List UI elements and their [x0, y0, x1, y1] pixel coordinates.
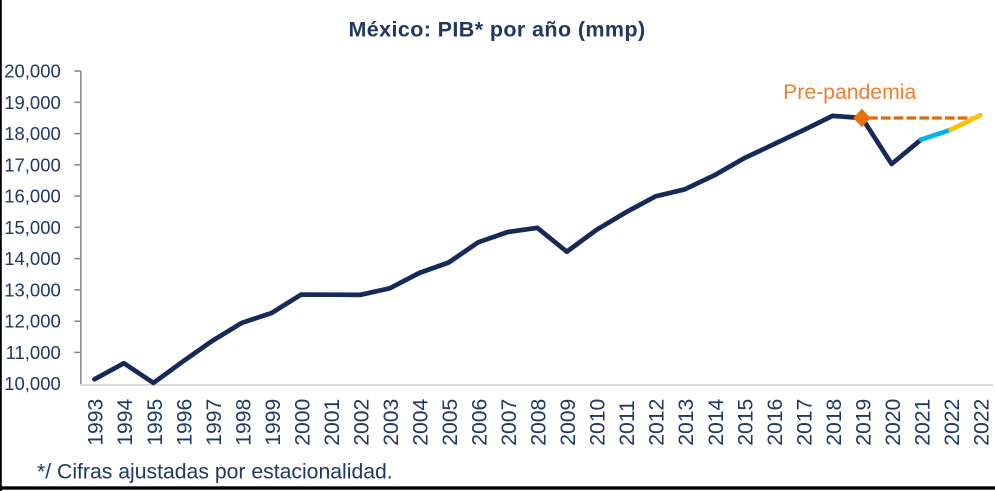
svg-text:1997: 1997: [203, 399, 226, 446]
svg-text:2006: 2006: [469, 399, 492, 446]
svg-text:2004: 2004: [410, 398, 433, 445]
svg-text:1995: 1995: [144, 399, 167, 446]
svg-text:2011: 2011: [616, 400, 639, 446]
svg-text:14,000: 14,000: [4, 248, 61, 269]
svg-text:2012: 2012: [646, 399, 669, 446]
svg-text:2018: 2018: [823, 399, 846, 446]
svg-text:18,000: 18,000: [4, 123, 61, 144]
svg-text:2002: 2002: [350, 399, 373, 446]
svg-text:2003: 2003: [380, 399, 403, 446]
svg-text:2022: 2022: [971, 399, 994, 446]
svg-text:2019: 2019: [852, 399, 875, 446]
svg-text:2013: 2013: [675, 399, 698, 446]
svg-text:1994: 1994: [114, 398, 137, 445]
svg-text:19,000: 19,000: [4, 92, 61, 113]
svg-text:2022: 2022: [941, 399, 964, 446]
svg-text:2009: 2009: [557, 399, 580, 446]
svg-text:2020: 2020: [882, 399, 905, 446]
svg-text:2014: 2014: [705, 398, 728, 445]
svg-text:15,000: 15,000: [4, 217, 61, 238]
svg-text:1996: 1996: [173, 399, 196, 446]
svg-text:*/ Cifras ajustadas por estaci: */ Cifras ajustadas por estacionalidad.: [37, 460, 393, 483]
svg-text:Pre-pandemia: Pre-pandemia: [783, 81, 916, 104]
svg-text:2016: 2016: [764, 399, 787, 446]
svg-text:11,000: 11,000: [6, 342, 61, 363]
svg-text:2021: 2021: [912, 399, 935, 446]
svg-text:2005: 2005: [439, 399, 462, 446]
svg-text:2010: 2010: [587, 399, 610, 446]
svg-text:1999: 1999: [262, 399, 285, 446]
svg-text:2008: 2008: [528, 399, 551, 446]
svg-text:2001: 2001: [321, 399, 344, 446]
svg-text:17,000: 17,000: [4, 154, 61, 175]
svg-text:México: PIB* por año (mmp): México: PIB* por año (mmp): [348, 18, 645, 42]
svg-text:13,000: 13,000: [4, 279, 61, 300]
svg-text:2015: 2015: [734, 399, 757, 446]
svg-text:1993: 1993: [85, 399, 108, 446]
svg-text:2017: 2017: [793, 399, 816, 446]
svg-text:16,000: 16,000: [4, 186, 61, 207]
svg-text:10,000: 10,000: [4, 373, 61, 394]
svg-text:1998: 1998: [232, 399, 255, 446]
svg-text:2000: 2000: [291, 399, 314, 446]
svg-text:20,000: 20,000: [4, 61, 61, 82]
svg-text:12,000: 12,000: [4, 311, 61, 332]
svg-text:2007: 2007: [498, 399, 521, 446]
